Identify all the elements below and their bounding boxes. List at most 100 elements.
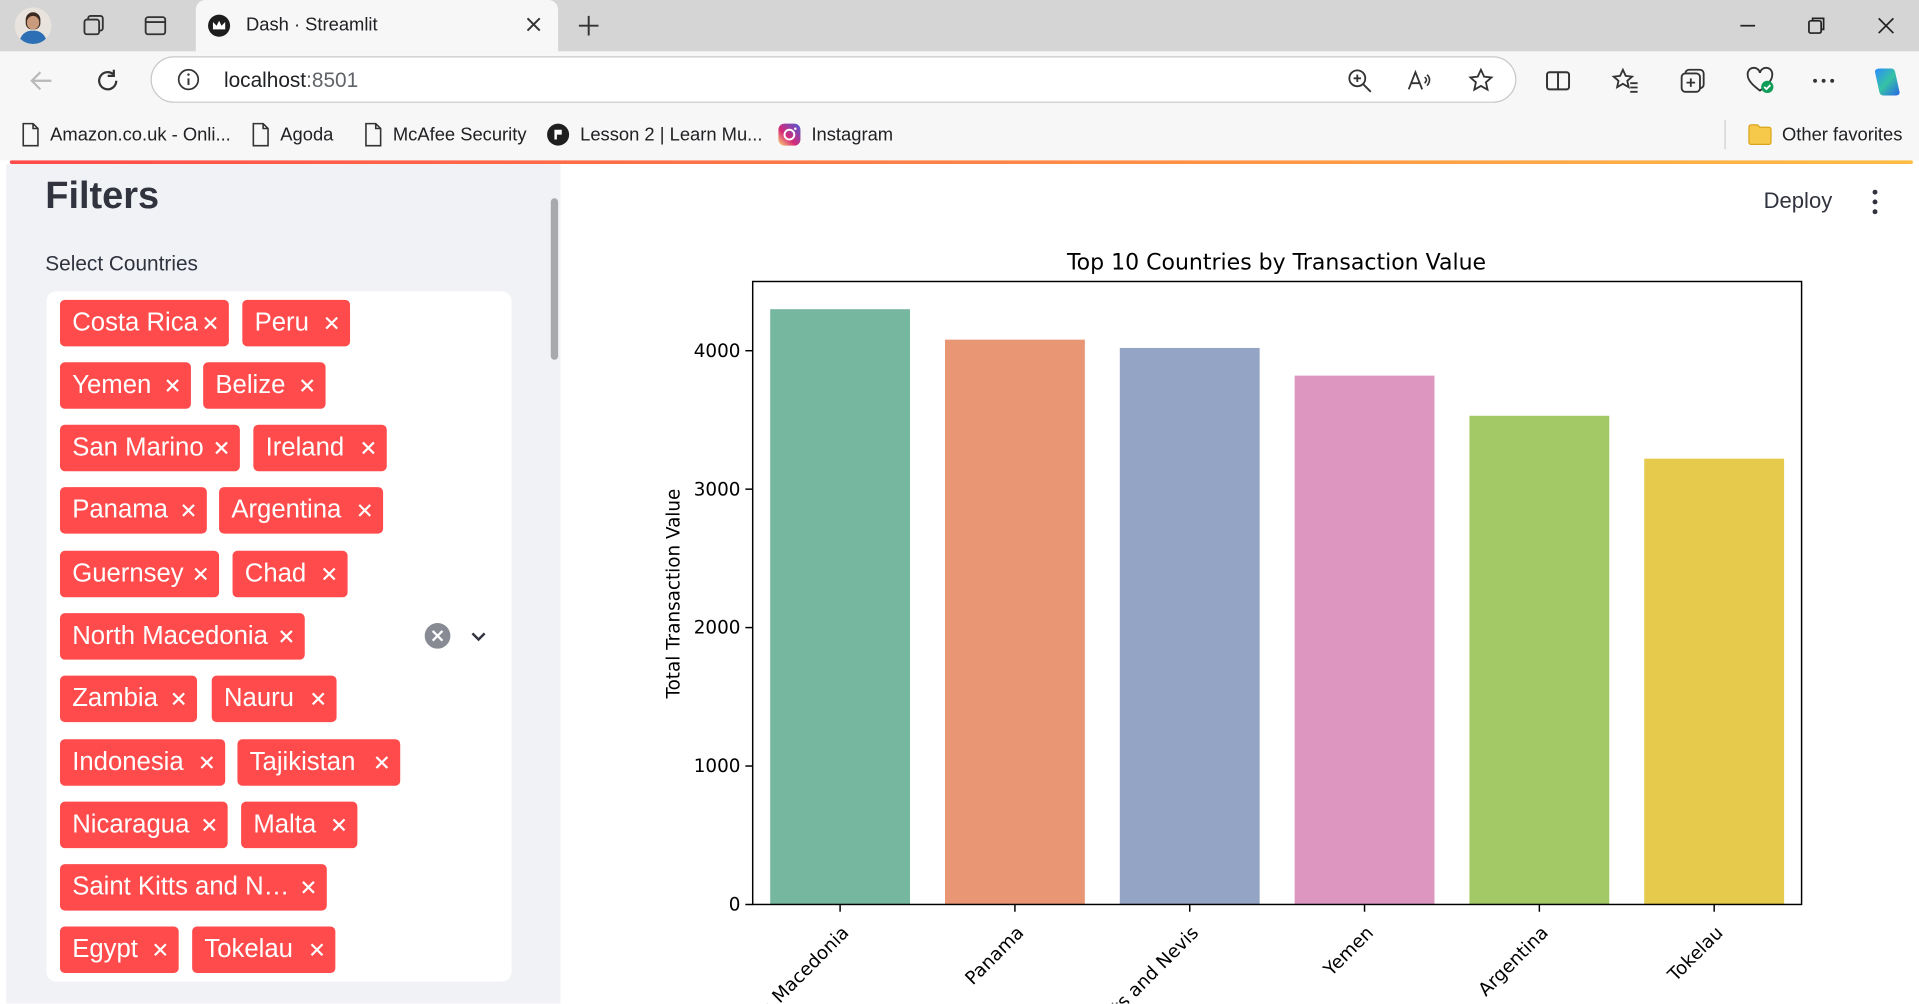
tab-actions-icon[interactable] <box>143 13 167 37</box>
zoom-icon[interactable] <box>1346 67 1373 94</box>
pill-label: Chad <box>244 559 307 588</box>
remove-pill-icon[interactable] <box>181 503 196 518</box>
country-pill[interactable]: Egypt <box>59 926 179 974</box>
country-pill[interactable]: Indonesia <box>59 739 226 786</box>
remove-pill-icon[interactable] <box>375 755 390 770</box>
bar-argentina <box>1469 415 1610 905</box>
collections-icon[interactable] <box>1678 66 1707 95</box>
deploy-button[interactable]: Deploy <box>1763 188 1833 213</box>
remove-pill-icon[interactable] <box>310 942 325 957</box>
pill-label: Indonesia <box>72 747 184 776</box>
page-icon <box>252 122 269 147</box>
favorite-lesson[interactable]: Lesson 2 | Learn Mu... <box>546 121 763 148</box>
country-pill[interactable]: Belize <box>203 362 326 409</box>
new-tab-icon[interactable] <box>575 12 602 39</box>
favorites-separator <box>1724 119 1726 150</box>
country-pill[interactable]: San Marino <box>59 424 240 472</box>
browser-essentials-icon[interactable] <box>1745 66 1774 95</box>
remove-pill-icon[interactable] <box>322 567 337 582</box>
y-tick-label: 0 <box>729 895 741 916</box>
country-pill[interactable]: Nauru <box>211 675 337 723</box>
country-pill[interactable]: Costa Rica <box>59 299 229 347</box>
refresh-icon[interactable] <box>93 66 122 95</box>
pill-label: Guernsey <box>72 559 184 588</box>
remove-pill-icon[interactable] <box>171 692 186 707</box>
y-tick-label: 1000 <box>694 756 741 777</box>
remove-pill-icon[interactable] <box>279 629 294 644</box>
favorite-agoda[interactable]: Agoda <box>251 121 333 148</box>
country-pill[interactable]: Yemen <box>59 362 191 409</box>
plot-frame <box>751 280 1803 906</box>
remove-pill-icon[interactable] <box>214 441 229 456</box>
select-countries-label: Select Countries <box>45 252 198 276</box>
read-aloud-icon[interactable] <box>1406 67 1433 94</box>
remove-pill-icon[interactable] <box>203 316 218 331</box>
country-pill[interactable]: North Macedonia <box>59 613 305 660</box>
favorite-label: Lesson 2 | Learn Mu... <box>580 124 763 146</box>
minimize-icon[interactable] <box>1735 13 1759 37</box>
y-tick-label: 2000 <box>694 618 741 639</box>
url-host: localhost <box>223 68 307 92</box>
remove-pill-icon[interactable] <box>324 316 339 331</box>
profile-avatar[interactable] <box>14 7 52 45</box>
bar-saint-kitts-and-nevis <box>1119 347 1260 905</box>
country-pill[interactable]: Saint Kitts and N… <box>59 864 327 911</box>
copilot-icon[interactable] <box>1869 64 1906 101</box>
close-window-icon[interactable] <box>1874 13 1898 37</box>
close-tab-icon[interactable] <box>521 12 545 36</box>
main-menu-icon[interactable] <box>1868 188 1883 215</box>
browser-tab[interactable]: Dash · Streamlit <box>195 0 559 52</box>
country-multiselect[interactable]: Costa Rica Peru Yemen Belize San Marino … <box>46 291 512 982</box>
x-tick-label: h Macedonia <box>756 923 853 1004</box>
country-pill[interactable]: Zambia <box>59 675 198 723</box>
pill-label: Costa Rica <box>72 308 198 337</box>
remove-pill-icon[interactable] <box>300 378 315 393</box>
other-favorites[interactable]: Other favorites <box>1748 121 1902 148</box>
country-pill[interactable]: Chad <box>232 550 348 598</box>
address-bar[interactable]: localhost:8501 <box>150 56 1517 103</box>
country-pill[interactable]: Nicaragua <box>59 801 228 849</box>
sidebar-scrollbar[interactable] <box>550 198 559 360</box>
remove-pill-icon[interactable] <box>361 441 376 456</box>
remove-pill-icon[interactable] <box>199 755 214 770</box>
more-options-icon[interactable] <box>1809 66 1838 95</box>
back-icon[interactable] <box>27 66 56 95</box>
remove-pill-icon[interactable] <box>165 378 180 393</box>
country-pill[interactable]: Argentina <box>219 487 384 534</box>
x-tick-label: Tokelau <box>1663 923 1727 987</box>
restore-icon[interactable] <box>1804 13 1828 37</box>
pill-label: North Macedonia <box>72 621 268 650</box>
chevron-down-icon[interactable] <box>469 627 489 647</box>
workspaces-icon[interactable] <box>81 13 105 37</box>
favorites-icon[interactable] <box>1611 66 1640 95</box>
country-pill[interactable]: Tokelau <box>192 926 336 974</box>
pill-label: Saint Kitts and N… <box>72 872 290 901</box>
country-pill[interactable]: Tajikistan <box>237 739 401 786</box>
remove-pill-icon[interactable] <box>332 818 347 833</box>
url-port: :8501 <box>306 68 359 92</box>
x-tick-label: Yemen <box>1319 923 1378 982</box>
favorite-label: Instagram <box>811 124 894 146</box>
remove-pill-icon[interactable] <box>193 567 208 582</box>
site-info-icon[interactable] <box>176 67 200 91</box>
remove-pill-icon[interactable] <box>301 880 316 895</box>
clear-all-icon[interactable] <box>424 622 451 649</box>
remove-pill-icon[interactable] <box>357 503 372 518</box>
favorite-amazon[interactable]: Amazon.co.uk - Onli... <box>21 121 231 148</box>
remove-pill-icon[interactable] <box>311 692 326 707</box>
y-axis-label: Total Transaction Value <box>663 489 684 700</box>
remove-pill-icon[interactable] <box>202 818 217 833</box>
url-text[interactable]: localhost:8501 <box>224 69 358 93</box>
country-pill[interactable]: Panama <box>59 487 207 534</box>
bar-panama <box>944 339 1085 905</box>
remove-pill-icon[interactable] <box>153 942 168 957</box>
pill-label: Egypt <box>72 935 138 964</box>
favorite-mcafee[interactable]: McAfee Security <box>363 121 527 148</box>
favorite-instagram[interactable]: Instagram <box>777 121 893 148</box>
country-pill[interactable]: Ireland <box>253 424 387 472</box>
split-screen-icon[interactable] <box>1543 66 1572 95</box>
favorite-star-icon[interactable] <box>1467 67 1494 94</box>
country-pill[interactable]: Guernsey <box>59 550 220 598</box>
country-pill[interactable]: Malta <box>241 801 358 849</box>
country-pill[interactable]: Peru <box>242 299 351 347</box>
